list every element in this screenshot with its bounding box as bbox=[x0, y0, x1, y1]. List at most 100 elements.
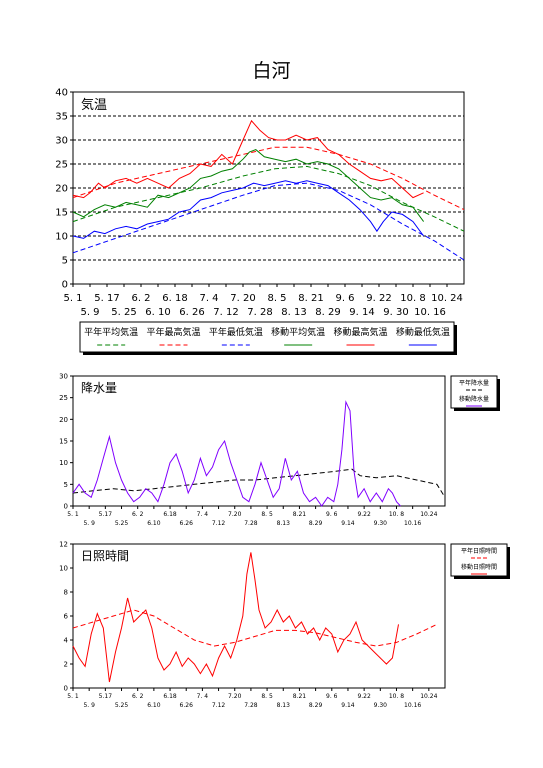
x-tick-label: 9.22 bbox=[357, 693, 371, 700]
x-tick-label: 7.28 bbox=[244, 702, 258, 709]
y-tick-label: 10 bbox=[59, 564, 68, 572]
sunshine-chart: 0 2 4 6 8 10 12 5. 1 5.17 6. 2 6.18 7. 4 7.20 8. 5 8.2… bbox=[59, 540, 510, 709]
x-tick-label: 7. 12 bbox=[213, 307, 238, 318]
x-tick-label: 10. 8 bbox=[389, 693, 404, 700]
y-tick-label: 20 bbox=[59, 416, 68, 424]
x-tick-label: 5. 25 bbox=[111, 307, 136, 318]
x-tick-label: 7.12 bbox=[212, 702, 226, 709]
x-tick-label: 9.30 bbox=[374, 520, 388, 527]
y-tick-label: 35 bbox=[55, 112, 68, 123]
series-line-1 bbox=[72, 468, 446, 498]
legend-label: 平年最低気温 bbox=[209, 326, 263, 338]
y-tick-label: 10 bbox=[55, 232, 68, 243]
x-tick-label: 5. 1 bbox=[63, 293, 82, 304]
x-tick-label: 6. 2 bbox=[132, 511, 144, 518]
x-tick-label: 6. 10 bbox=[145, 307, 170, 318]
chart-title: 降水量 bbox=[81, 381, 117, 395]
series-line-4 bbox=[72, 149, 425, 222]
x-tick-label: 8.29 bbox=[309, 520, 323, 527]
chart-title: 日照時間 bbox=[81, 549, 129, 563]
x-tick-label: 9.14 bbox=[341, 520, 355, 527]
x-tick-label: 8.13 bbox=[277, 520, 291, 527]
x-tick-label: 8. 21 bbox=[298, 293, 323, 304]
x-tick-label: 9. 6 bbox=[335, 293, 354, 304]
legend-box bbox=[450, 375, 498, 409]
y-tick-label: 15 bbox=[55, 208, 68, 219]
x-tick-label: 6. 2 bbox=[131, 293, 150, 304]
x-tick-label: 7. 20 bbox=[230, 293, 255, 304]
x-tick-label: 10.16 bbox=[404, 702, 421, 709]
legend-box bbox=[79, 321, 455, 353]
x-tick-label: 5. 1 bbox=[67, 511, 79, 518]
y-tick-label: 20 bbox=[55, 184, 68, 195]
y-tick-label: 0 bbox=[64, 684, 68, 692]
legend-label: 平年日照時間 bbox=[461, 547, 497, 555]
y-tick-label: 5 bbox=[62, 256, 68, 267]
x-tick-label: 7. 4 bbox=[197, 693, 209, 700]
x-tick-label: 5. 17 bbox=[94, 293, 119, 304]
x-tick-label: 5.25 bbox=[115, 702, 129, 709]
y-tick-label: 2 bbox=[64, 660, 68, 668]
series-line-1 bbox=[72, 165, 465, 232]
x-tick-label: 6. 2 bbox=[132, 693, 144, 700]
x-tick-label: 10.24 bbox=[420, 511, 437, 518]
plot-frame bbox=[72, 543, 446, 689]
x-tick-label: 7.28 bbox=[244, 520, 258, 527]
x-tick-label: 9. 30 bbox=[383, 307, 408, 318]
x-tick-label: 10. 8 bbox=[389, 511, 404, 518]
y-tick-label: 4 bbox=[64, 636, 69, 644]
y-tick-label: 40 bbox=[55, 88, 68, 99]
x-tick-label: 9.30 bbox=[374, 702, 388, 709]
x-tick-label: 9.22 bbox=[357, 511, 371, 518]
precipitation-chart: 0 5 10 15 20 25 30 5. 1 5.17 6. 2 6.18 7. 4 7.20 8. 5… bbox=[59, 372, 500, 527]
y-tick-label: 5 bbox=[64, 481, 68, 489]
x-tick-label: 10. 24 bbox=[431, 293, 463, 304]
x-tick-label: 7. 4 bbox=[199, 293, 218, 304]
x-tick-label: 7.20 bbox=[228, 693, 242, 700]
x-tick-label: 8.21 bbox=[293, 511, 307, 518]
series-line-2 bbox=[72, 146, 465, 211]
x-tick-label: 8.13 bbox=[277, 702, 291, 709]
x-tick-label: 7. 28 bbox=[247, 307, 272, 318]
y-tick-label: 6 bbox=[64, 612, 69, 620]
x-tick-label: 5. 9 bbox=[83, 520, 95, 527]
x-tick-label: 10.16 bbox=[404, 520, 421, 527]
x-tick-label: 9. 22 bbox=[366, 293, 391, 304]
temperature-chart: 0 5 10 15 20 25 30 35 40 5. 1 5. 17 6. 2 6. 18 7. 4 7.… bbox=[55, 88, 465, 355]
x-tick-label: 6. 18 bbox=[162, 293, 187, 304]
x-tick-label: 8. 5 bbox=[261, 693, 273, 700]
series-line-3 bbox=[72, 182, 465, 261]
x-tick-label: 5. 1 bbox=[67, 693, 79, 700]
x-tick-label: 5. 9 bbox=[83, 702, 95, 709]
legend-label: 平年最高気温 bbox=[146, 326, 200, 338]
legend-label: 移動降水量 bbox=[459, 395, 489, 403]
y-tick-label: 0 bbox=[62, 280, 68, 291]
x-tick-label: 5.17 bbox=[99, 693, 113, 700]
y-tick-label: 25 bbox=[55, 160, 68, 171]
x-tick-label: 7.20 bbox=[228, 511, 242, 518]
y-tick-label: 30 bbox=[59, 372, 68, 380]
x-tick-label: 9. 6 bbox=[326, 693, 338, 700]
y-tick-label: 8 bbox=[64, 588, 68, 596]
chart-title: 気温 bbox=[81, 97, 107, 113]
legend-label: 移動最低気温 bbox=[396, 326, 450, 338]
x-tick-label: 7.12 bbox=[212, 520, 226, 527]
series-line-1 bbox=[72, 609, 438, 647]
y-tick-label: 10 bbox=[59, 459, 68, 467]
y-tick-label: 12 bbox=[59, 540, 68, 548]
x-tick-label: 8. 5 bbox=[267, 293, 286, 304]
x-tick-label: 5. 9 bbox=[80, 307, 99, 318]
y-tick-label: 15 bbox=[59, 437, 68, 445]
x-tick-label: 6.10 bbox=[147, 520, 161, 527]
x-tick-label: 6.18 bbox=[163, 511, 177, 518]
legend-label: 移動平均気温 bbox=[271, 326, 325, 338]
x-tick-label: 10. 16 bbox=[414, 307, 446, 318]
x-tick-label: 6.26 bbox=[180, 520, 194, 527]
x-tick-label: 9.14 bbox=[341, 702, 355, 709]
legend-label: 平年降水量 bbox=[459, 379, 489, 387]
x-tick-label: 6.18 bbox=[163, 693, 177, 700]
x-tick-label: 6.26 bbox=[180, 702, 194, 709]
series-line-2 bbox=[72, 400, 401, 507]
x-tick-label: 6.10 bbox=[147, 702, 161, 709]
